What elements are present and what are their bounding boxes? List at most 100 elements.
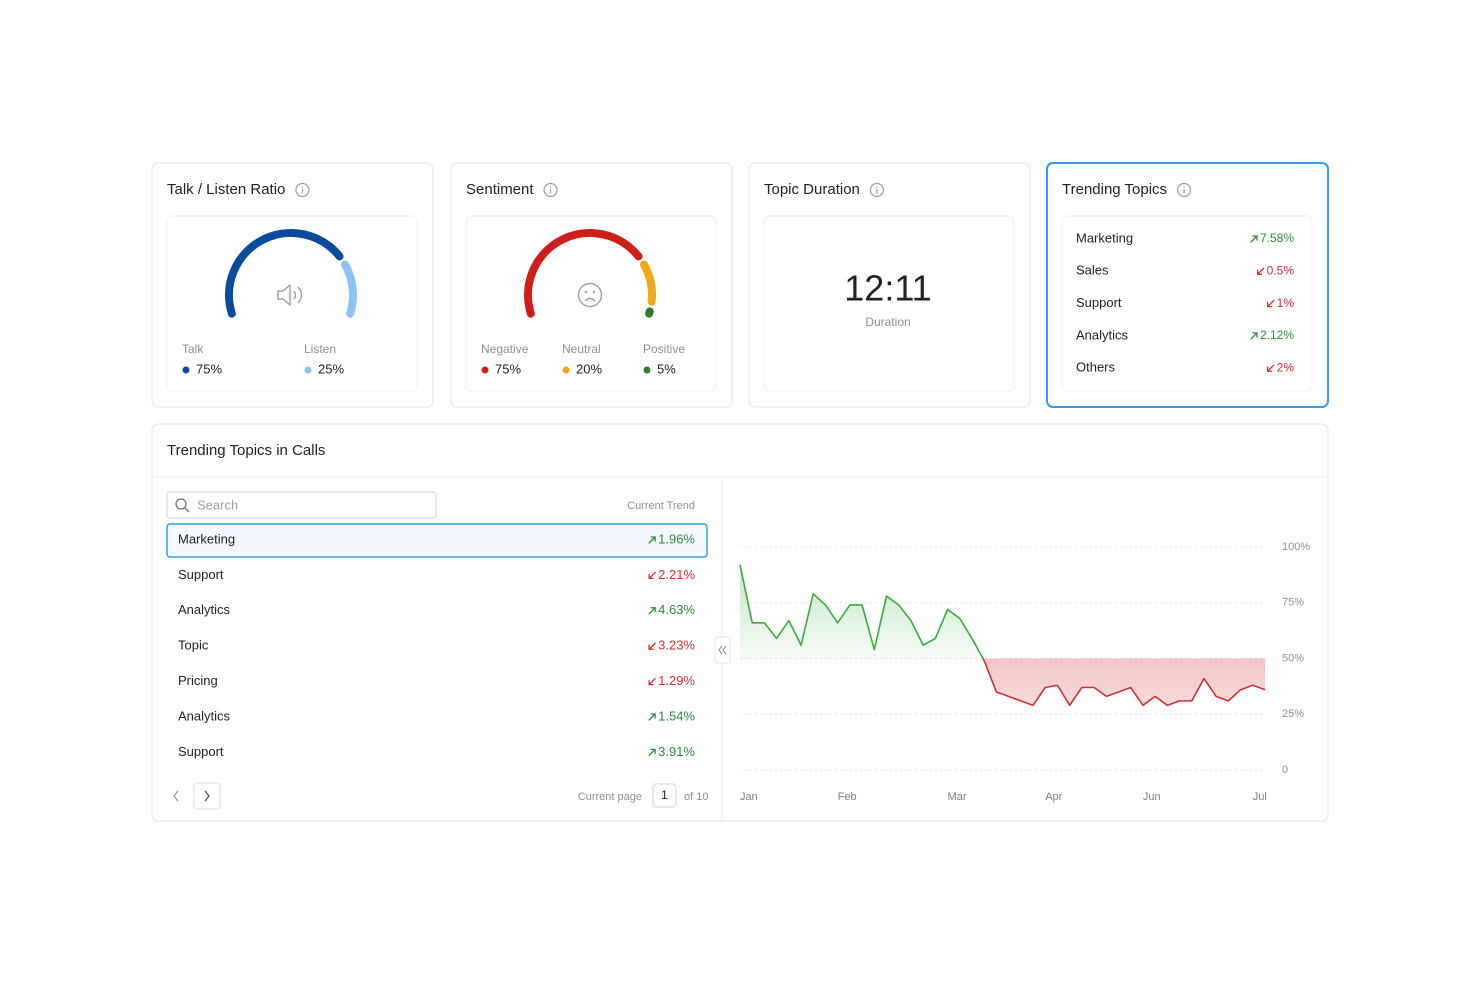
row-name: Marketing <box>178 531 235 546</box>
gauge-segment <box>524 229 643 318</box>
gauge-segment <box>639 260 656 306</box>
trend-arrow <box>648 571 656 580</box>
legend-label: Listen <box>304 342 336 356</box>
card-inner <box>465 215 717 392</box>
info-icon[interactable] <box>869 182 884 198</box>
legend-value: 5% <box>657 361 676 376</box>
row-name: Analytics <box>178 708 231 723</box>
trend-value: 1% <box>1277 296 1295 310</box>
column-header: Current Trend <box>627 500 695 512</box>
prev-page[interactable] <box>173 790 179 802</box>
collapse-icon <box>718 645 727 655</box>
trend-arrow <box>648 642 656 650</box>
y-tick-label: 75% <box>1282 597 1304 609</box>
page-input[interactable] <box>652 783 677 808</box>
y-tick-label: 50% <box>1282 652 1304 664</box>
card-title: Trending Topics <box>1062 181 1167 198</box>
legend-label: Positive <box>643 342 685 356</box>
card-title: Topic Duration <box>764 181 860 198</box>
trend-value: 1.29% <box>658 673 695 688</box>
next-page <box>204 790 210 802</box>
x-tick-label: Jul <box>1253 791 1267 803</box>
card-inner <box>1061 215 1313 392</box>
trend-arrow <box>648 677 656 686</box>
y-tick-label: 100% <box>1282 541 1310 553</box>
card-inner <box>166 215 418 392</box>
row-name: Analytics <box>178 602 231 617</box>
trend-value: 3.91% <box>658 744 695 759</box>
row[interactable] <box>167 736 707 769</box>
y-tick-label: 25% <box>1282 708 1304 720</box>
row[interactable] <box>167 666 707 699</box>
trend-value: 2% <box>1277 360 1295 374</box>
page-total: of 10 <box>684 791 708 803</box>
eye <box>584 290 588 294</box>
card-title: Sentiment <box>466 181 534 198</box>
legend-dot <box>182 366 190 374</box>
page-label: Current page <box>578 791 642 803</box>
eye <box>592 290 596 294</box>
x-tick-label: Apr <box>1045 791 1062 803</box>
trend-value: 2.12% <box>1260 328 1294 342</box>
legend-label: Neutral <box>562 342 601 356</box>
legend-value: 20% <box>576 361 602 376</box>
row[interactable] <box>167 630 707 663</box>
gauge-segment <box>645 307 654 318</box>
speaker-icon <box>277 284 303 306</box>
card-title: Talk / Listen Ratio <box>167 181 285 198</box>
x-tick-label: Feb <box>838 791 857 803</box>
topic-name: Support <box>1076 295 1122 310</box>
trend-value: 7.58% <box>1260 231 1294 245</box>
search-icon <box>175 498 187 510</box>
info-icon-dot <box>549 186 552 188</box>
info-icon[interactable] <box>295 182 310 198</box>
duration-value: 12:11 <box>844 268 931 309</box>
trend-arrow <box>1267 299 1275 308</box>
trend-value: 0.5% <box>1267 263 1295 277</box>
trend-arrow <box>648 536 656 544</box>
info-icon-dot <box>1183 186 1185 188</box>
info-icon-dot <box>301 186 304 188</box>
search-placeholder: Search <box>197 497 238 512</box>
x-tick-label: Mar <box>948 791 967 803</box>
trend-arrow <box>1250 235 1258 243</box>
trend-arrow <box>1267 364 1275 372</box>
selected-row[interactable] <box>166 523 708 558</box>
search-box[interactable] <box>166 491 437 519</box>
row[interactable] <box>167 595 707 628</box>
page-number: 1 <box>661 788 668 802</box>
row-name: Topic <box>178 638 209 653</box>
info-icon[interactable] <box>1176 182 1192 198</box>
trend-value: 3.23% <box>658 638 695 653</box>
trend-value: 1.96% <box>658 531 695 546</box>
next-page-button[interactable] <box>193 782 221 810</box>
x-tick-label: Jun <box>1143 791 1161 803</box>
legend-dot <box>481 366 489 374</box>
legend-value: 25% <box>318 361 344 376</box>
row-name: Pricing <box>178 673 218 688</box>
line <box>739 564 1266 707</box>
trend-value: 4.63% <box>658 602 695 617</box>
row[interactable] <box>167 701 707 734</box>
row-name: Support <box>178 744 224 759</box>
legend-dot <box>562 366 570 374</box>
duration-caption: Duration <box>865 315 910 329</box>
y-tick-label: 0 <box>1282 764 1288 776</box>
gauge-segment <box>225 229 344 318</box>
gauge-segment <box>340 260 357 318</box>
topic-name: Analytics <box>1076 327 1129 342</box>
trend-arrow <box>648 713 656 721</box>
trend-value: 2.21% <box>658 567 695 582</box>
legend-dot <box>643 366 651 374</box>
sad-face-icon <box>577 282 603 308</box>
row-name: Support <box>178 567 224 582</box>
trend-arrow <box>1250 332 1258 340</box>
info-icon[interactable] <box>543 182 558 198</box>
card-title: Trending Topics in Calls <box>167 442 325 459</box>
topic-name: Sales <box>1076 263 1109 278</box>
topic-name: Others <box>1076 360 1116 375</box>
row[interactable] <box>167 559 707 592</box>
legend-label: Negative <box>481 342 529 356</box>
area <box>740 564 1265 706</box>
legend-value: 75% <box>495 361 521 376</box>
